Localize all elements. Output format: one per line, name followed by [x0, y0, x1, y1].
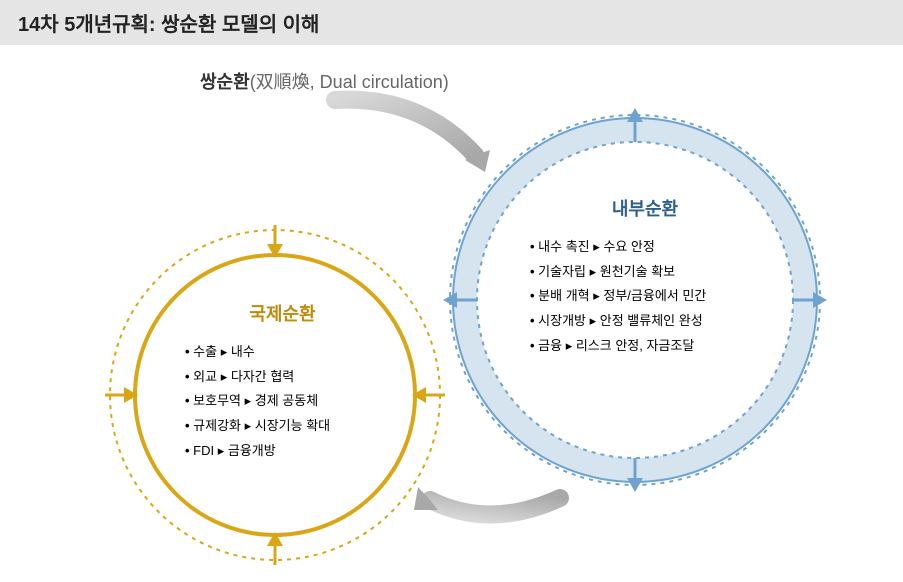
internal-title: 내부순환 [530, 195, 760, 221]
list-item: 규제강화 ▸ 시장기능 확대 [185, 414, 380, 439]
intl-content: 국제순환 수출 ▸ 내수 외교 ▸ 다자간 협력 보호무역 ▸ 경제 공동체 규… [185, 300, 380, 463]
list-item: 금융 ▸ 리스크 안정, 자금조달 [530, 334, 760, 359]
list-item: 분배 개혁 ▸ 정부/금융에서 민간 [530, 284, 760, 309]
internal-content: 내부순환 내수 촉진 ▸ 수요 안정 기술자립 ▸ 원천기술 확보 분배 개혁 … [530, 195, 760, 358]
list-item: 수출 ▸ 내수 [185, 340, 380, 365]
intl-items: 수출 ▸ 내수 외교 ▸ 다자간 협력 보호무역 ▸ 경제 공동체 규제강화 ▸… [185, 340, 380, 463]
list-item: 기술자립 ▸ 원천기술 확보 [530, 260, 760, 285]
internal-items: 내수 촉진 ▸ 수요 안정 기술자립 ▸ 원천기술 확보 분배 개혁 ▸ 정부/… [530, 235, 760, 358]
list-item: FDI ▸ 금융개방 [185, 439, 380, 464]
intl-title: 국제순환 [185, 300, 380, 326]
dual-circulation-diagram [0, 0, 903, 582]
list-item: 보호무역 ▸ 경제 공동체 [185, 389, 380, 414]
list-item: 내수 촉진 ▸ 수요 안정 [530, 235, 760, 260]
list-item: 시장개방 ▸ 안정 밸류체인 완성 [530, 309, 760, 334]
connector-arrow-top [335, 100, 490, 172]
connector-arrow-bottom [414, 487, 560, 515]
list-item: 외교 ▸ 다자간 협력 [185, 365, 380, 390]
